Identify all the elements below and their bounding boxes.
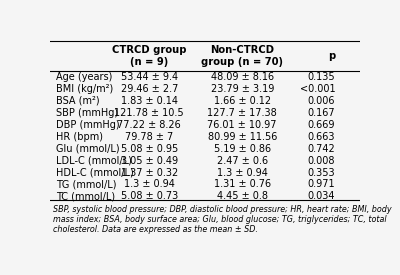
Text: SBP (mmHg): SBP (mmHg) bbox=[56, 108, 118, 118]
Text: 0.006: 0.006 bbox=[308, 96, 335, 106]
Text: DBP (mmHg): DBP (mmHg) bbox=[56, 120, 120, 130]
Text: 23.79 ± 3.19: 23.79 ± 3.19 bbox=[210, 84, 274, 94]
Text: 127.7 ± 17.38: 127.7 ± 17.38 bbox=[207, 108, 277, 118]
Text: 0.353: 0.353 bbox=[308, 167, 335, 178]
Text: 0.034: 0.034 bbox=[308, 191, 335, 201]
Text: Non-CTRCD
group (n = 70): Non-CTRCD group (n = 70) bbox=[201, 45, 283, 67]
Text: 0.663: 0.663 bbox=[308, 132, 335, 142]
Text: 4.45 ± 0.8: 4.45 ± 0.8 bbox=[217, 191, 268, 201]
Text: 29.46 ± 2.7: 29.46 ± 2.7 bbox=[120, 84, 178, 94]
Text: 53.44 ± 9.4: 53.44 ± 9.4 bbox=[121, 72, 178, 82]
Text: 0.135: 0.135 bbox=[308, 72, 335, 82]
Text: HR (bpm): HR (bpm) bbox=[56, 132, 103, 142]
Text: 79.78 ± 7: 79.78 ± 7 bbox=[125, 132, 173, 142]
Text: LDL-C (mmol/L): LDL-C (mmol/L) bbox=[56, 156, 132, 166]
Text: BMI (kg/m²): BMI (kg/m²) bbox=[56, 84, 114, 94]
Text: 1.37 ± 0.32: 1.37 ± 0.32 bbox=[120, 167, 178, 178]
Text: 0.971: 0.971 bbox=[308, 180, 335, 189]
Text: 2.47 ± 0.6: 2.47 ± 0.6 bbox=[217, 156, 268, 166]
Text: 5.08 ± 0.95: 5.08 ± 0.95 bbox=[120, 144, 178, 154]
Text: 0.669: 0.669 bbox=[308, 120, 335, 130]
Text: 3.05 ± 0.49: 3.05 ± 0.49 bbox=[121, 156, 178, 166]
Text: 1.3 ± 0.94: 1.3 ± 0.94 bbox=[124, 180, 175, 189]
Text: 0.008: 0.008 bbox=[308, 156, 335, 166]
Text: 5.19 ± 0.86: 5.19 ± 0.86 bbox=[214, 144, 271, 154]
Text: 48.09 ± 8.16: 48.09 ± 8.16 bbox=[211, 72, 274, 82]
Text: p: p bbox=[328, 51, 335, 61]
Text: Glu (mmol/L): Glu (mmol/L) bbox=[56, 144, 120, 154]
Text: HDL-C (mmol/L): HDL-C (mmol/L) bbox=[56, 167, 134, 178]
Text: 1.31 ± 0.76: 1.31 ± 0.76 bbox=[214, 180, 271, 189]
Text: 1.66 ± 0.12: 1.66 ± 0.12 bbox=[214, 96, 271, 106]
Text: 76.01 ± 10.97: 76.01 ± 10.97 bbox=[208, 120, 277, 130]
Text: 80.99 ± 11.56: 80.99 ± 11.56 bbox=[208, 132, 277, 142]
Text: Age (years): Age (years) bbox=[56, 72, 112, 82]
Text: TC (mmol/L): TC (mmol/L) bbox=[56, 191, 115, 201]
Text: CTRCD group
(n = 9): CTRCD group (n = 9) bbox=[112, 45, 186, 67]
Text: 121.78 ± 10.5: 121.78 ± 10.5 bbox=[114, 108, 184, 118]
Text: SBP, systolic blood pressure; DBP, diastolic blood pressure; HR, heart rate; BMI: SBP, systolic blood pressure; DBP, diast… bbox=[53, 205, 392, 234]
Text: BSA (m²): BSA (m²) bbox=[56, 96, 100, 106]
Text: <0.001: <0.001 bbox=[300, 84, 335, 94]
Text: 0.742: 0.742 bbox=[308, 144, 335, 154]
Text: 1.3 ± 0.94: 1.3 ± 0.94 bbox=[217, 167, 268, 178]
Text: 5.08 ± 0.73: 5.08 ± 0.73 bbox=[120, 191, 178, 201]
Text: 77.22 ± 8.26: 77.22 ± 8.26 bbox=[117, 120, 181, 130]
Text: TG (mmol/L): TG (mmol/L) bbox=[56, 180, 117, 189]
Text: 1.83 ± 0.14: 1.83 ± 0.14 bbox=[121, 96, 178, 106]
Text: 0.167: 0.167 bbox=[308, 108, 335, 118]
